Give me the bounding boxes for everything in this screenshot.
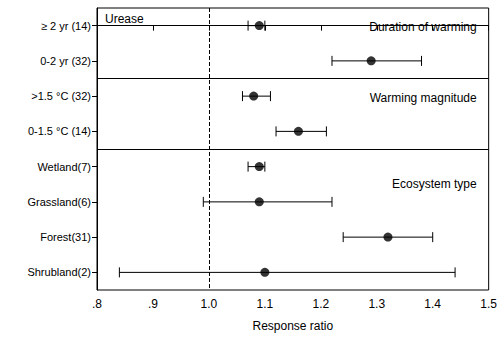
svg-text:Urease: Urease bbox=[105, 12, 144, 26]
svg-text:1.0: 1.0 bbox=[201, 297, 218, 311]
svg-text:Forest(31): Forest(31) bbox=[40, 231, 91, 243]
svg-text:1.2: 1.2 bbox=[312, 297, 329, 311]
svg-text:1.1: 1.1 bbox=[257, 297, 274, 311]
svg-text:Response ratio: Response ratio bbox=[252, 319, 333, 333]
svg-text:Warming magnitude: Warming magnitude bbox=[370, 91, 477, 105]
svg-text:.9: .9 bbox=[148, 297, 158, 311]
svg-text:1.3: 1.3 bbox=[368, 297, 385, 311]
svg-text:>1.5 °C (32): >1.5 °C (32) bbox=[31, 90, 91, 102]
svg-text:0-2 yr (32): 0-2 yr (32) bbox=[40, 55, 91, 67]
svg-text:Wetland(7): Wetland(7) bbox=[37, 161, 91, 173]
svg-text:Shrubland(2): Shrubland(2) bbox=[27, 266, 91, 278]
svg-text:1.4: 1.4 bbox=[424, 297, 441, 311]
svg-text:Ecosystem type: Ecosystem type bbox=[392, 177, 477, 191]
svg-text:.8: .8 bbox=[92, 297, 102, 311]
svg-text:1.5: 1.5 bbox=[480, 297, 497, 311]
svg-text:≥ 2 yr (14): ≥ 2 yr (14) bbox=[41, 20, 91, 32]
svg-text:Duration of warming: Duration of warming bbox=[369, 20, 476, 34]
svg-text:Grassland(6): Grassland(6) bbox=[27, 196, 91, 208]
svg-text:0-1.5 °C (14): 0-1.5 °C (14) bbox=[28, 125, 91, 137]
